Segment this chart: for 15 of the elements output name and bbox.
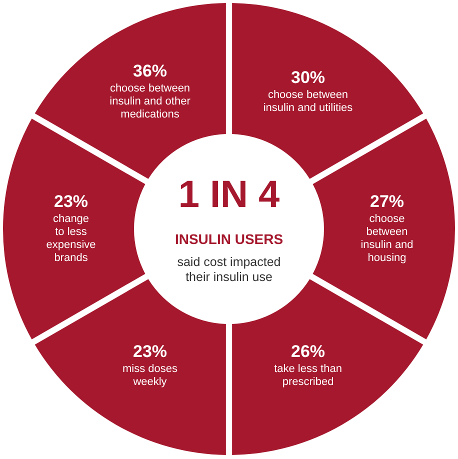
text: 1 IN 4 [178, 174, 280, 216]
category-label: choose between insulin and utilities [263, 89, 354, 114]
text: said cost impacted their insulin use [177, 255, 281, 284]
category-label: choose between insulin and housing [360, 213, 414, 264]
data-label: 36% [132, 62, 168, 81]
category-label: choose between insulin and other medications [110, 82, 191, 121]
data-label: 23% [132, 342, 168, 361]
data-label: 26% [290, 342, 326, 361]
text: INSULIN USERS [174, 231, 284, 247]
data-label: 27% [370, 192, 404, 211]
category-label: change to less expensive brands [46, 213, 96, 264]
category-label: take less than prescribed [274, 362, 342, 388]
data-label: 23% [54, 192, 88, 211]
data-label: 30% [290, 68, 326, 88]
category-label: miss doses weekly [122, 362, 178, 388]
